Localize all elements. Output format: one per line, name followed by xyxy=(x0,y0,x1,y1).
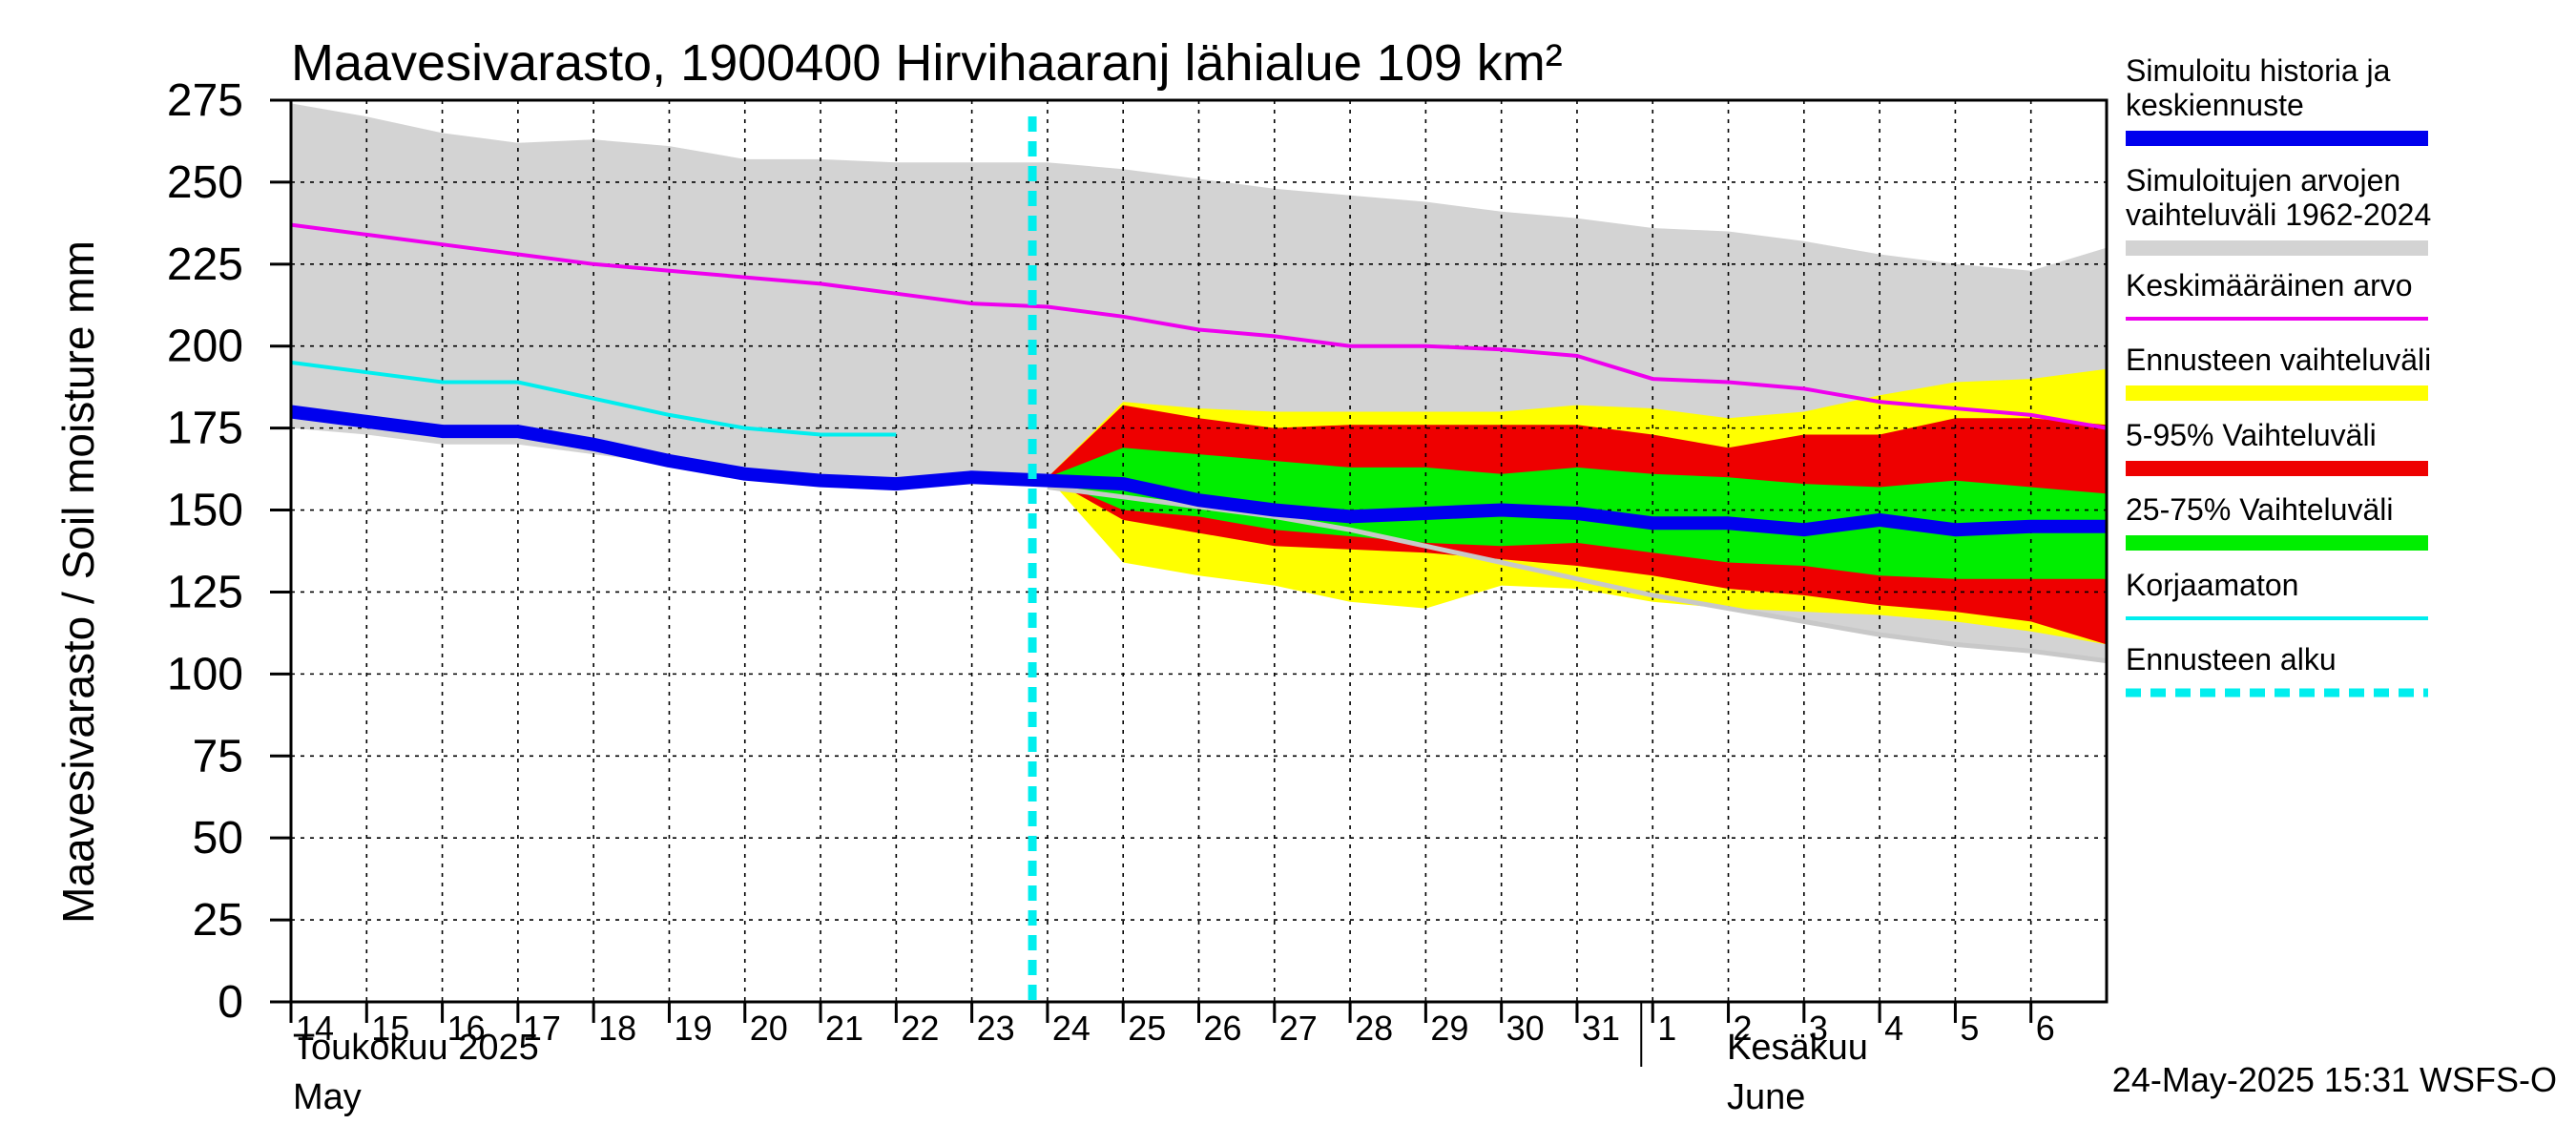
x-tick-label: 1 xyxy=(1657,1009,1676,1048)
x-tick-label: 18 xyxy=(598,1009,636,1048)
legend-label: vaihteluväli 1962-2024 xyxy=(2126,198,2431,232)
mean-line xyxy=(290,222,2108,430)
month-label-fi: Toukokuu 2025 xyxy=(293,1028,539,1068)
y-tick-label: 175 xyxy=(167,404,243,454)
x-tick-label: 23 xyxy=(977,1009,1015,1048)
x-tick-label: 28 xyxy=(1355,1009,1393,1048)
y-tick-label: 0 xyxy=(218,977,243,1028)
x-tick-label: 26 xyxy=(1204,1009,1242,1048)
x-tick-label: 31 xyxy=(1582,1009,1620,1048)
x-tick-label: 4 xyxy=(1884,1009,1903,1048)
x-tick-label: 25 xyxy=(1128,1009,1166,1048)
legend-swatch xyxy=(2126,131,2428,146)
month-label-fi: Kesäkuu xyxy=(1727,1028,1868,1068)
legend-label: keskiennuste xyxy=(2126,88,2304,122)
x-tick-label: 15 xyxy=(371,1009,409,1048)
legend-label: 5-95% Vaihteluväli xyxy=(2126,418,2377,452)
legend-label: Ennusteen vaihteluväli xyxy=(2126,343,2431,377)
timestamp: 24-May-2025 15:31 WSFS-O xyxy=(2112,1060,2557,1099)
legend-label: Ennusteen alku xyxy=(2126,642,2337,677)
x-tick-label: 2 xyxy=(1734,1009,1753,1048)
x-tick-label: 19 xyxy=(674,1009,712,1048)
y-tick-label: 50 xyxy=(193,813,243,864)
y-tick-label: 125 xyxy=(167,567,243,617)
legend-item: Korjaamaton xyxy=(2126,568,2428,620)
month-label-en: June xyxy=(1727,1077,1805,1117)
y-tick-label: 150 xyxy=(167,486,243,536)
simulated-line xyxy=(290,405,2107,537)
y-tick-label: 275 xyxy=(167,75,243,126)
grid-layer xyxy=(291,100,2107,1002)
legend-item: 5-95% Vaihteluväli xyxy=(2126,418,2428,476)
month-label-en: May xyxy=(293,1077,362,1117)
y-tick-label: 25 xyxy=(193,895,243,946)
legend-item: Ennusteen vaihteluväli xyxy=(2126,343,2431,401)
x-tick-label: 17 xyxy=(523,1009,561,1048)
legend-swatch xyxy=(2126,240,2428,256)
x-tick-label: 30 xyxy=(1506,1009,1545,1048)
legend-label: 25-75% Vaihteluväli xyxy=(2126,492,2393,527)
x-tick-label: 5 xyxy=(1960,1009,1979,1048)
x-tick-label: 21 xyxy=(825,1009,863,1048)
x-tick-label: 29 xyxy=(1430,1009,1468,1048)
x-tick-label: 22 xyxy=(901,1009,939,1048)
legend-item: Keskimääräinen arvo xyxy=(2126,268,2428,321)
legend-item: 25-75% Vaihteluväli xyxy=(2126,492,2428,551)
x-tick-label: 6 xyxy=(2036,1009,2055,1048)
legend-swatch xyxy=(2126,385,2428,401)
legend-label: Simuloitujen arvojen xyxy=(2126,163,2400,198)
x-tick-label: 20 xyxy=(750,1009,788,1048)
legend-swatch xyxy=(2126,535,2428,551)
y-tick-label: 200 xyxy=(167,322,243,372)
uncorrected-line xyxy=(290,360,897,437)
legend-label: Keskimääräinen arvo xyxy=(2126,268,2413,302)
legend-label: Simuloitu historia ja xyxy=(2126,53,2391,88)
x-tick-label: 24 xyxy=(1052,1009,1091,1048)
legend-label: Korjaamaton xyxy=(2126,568,2298,602)
chart-title: Maavesivarasto, 1900400 Hirvihaaranj läh… xyxy=(291,34,1563,92)
x-tick-label: 3 xyxy=(1809,1009,1828,1048)
y-axis-label: Maavesivarasto / Soil moisture mm xyxy=(53,240,103,924)
lines-layer xyxy=(290,116,2108,1002)
y-tick-label: 250 xyxy=(167,157,243,208)
x-tick-label: 14 xyxy=(296,1009,334,1048)
y-tick-label: 225 xyxy=(167,239,243,290)
legend-swatch xyxy=(2126,461,2428,476)
y-tick-label: 100 xyxy=(167,649,243,699)
y-tick-label: 75 xyxy=(193,731,243,781)
legend: Simuloitu historia jakeskiennusteSimuloi… xyxy=(2126,53,2431,697)
x-tick-label: 27 xyxy=(1279,1009,1318,1048)
x-tick-label: 16 xyxy=(447,1009,486,1048)
legend-item: Ennusteen alku xyxy=(2126,642,2428,697)
